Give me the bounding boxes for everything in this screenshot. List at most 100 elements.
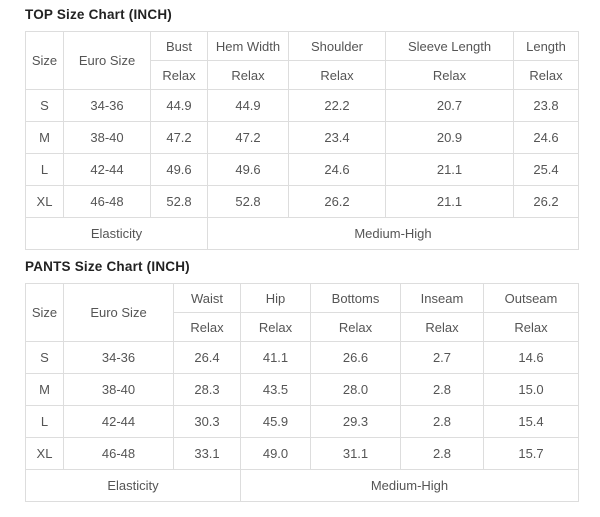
value-cell: 47.2: [207, 121, 289, 154]
value-cell: 49.0: [240, 437, 311, 470]
fit-type-cell: Relax: [385, 60, 514, 90]
pants-size-table: Size Euro Size Waist Hip Bottoms Inseam …: [25, 283, 579, 502]
fit-type-cell: Relax: [310, 312, 401, 342]
fit-type-cell: Relax: [288, 60, 386, 90]
header-row-fit: Relax Relax Relax Relax Relax: [26, 60, 579, 90]
size-cell: XL: [25, 437, 64, 470]
size-cell: L: [25, 153, 64, 186]
value-cell: 25.4: [513, 153, 579, 186]
value-cell: 52.8: [150, 185, 208, 218]
value-cell: 44.9: [150, 89, 208, 122]
euro-size-column-header: Euro Size: [63, 31, 151, 90]
elasticity-label-cell: Elasticity: [25, 217, 208, 250]
elasticity-row: Elasticity Medium-High: [25, 217, 579, 250]
size-column-header: Size: [25, 31, 64, 90]
value-cell: 33.1: [173, 437, 241, 470]
value-cell: 21.1: [385, 185, 514, 218]
pants-size-chart-section: PANTS Size Chart (INCH) Size Euro Size W…: [25, 259, 579, 502]
column-header-sleeve-length: Sleeve Length: [385, 31, 514, 61]
euro-size-cell: 46-48: [63, 437, 174, 470]
euro-size-cell: 38-40: [63, 373, 174, 406]
size-chart-page: TOP Size Chart (INCH) Size Euro Size Bus…: [25, 7, 579, 502]
value-cell: 2.8: [400, 405, 484, 438]
size-cell: XL: [25, 185, 64, 218]
table-row: L 42-44 49.6 49.6 24.6 21.1 25.4: [25, 153, 579, 186]
column-header-inseam: Inseam: [400, 283, 484, 313]
table-row: M 38-40 28.3 43.5 28.0 2.8 15.0: [25, 373, 579, 406]
value-cell: 23.8: [513, 89, 579, 122]
table-row: S 34-36 44.9 44.9 22.2 20.7 23.8: [25, 89, 579, 122]
value-cell: 28.3: [173, 373, 241, 406]
table-row: L 42-44 30.3 45.9 29.3 2.8 15.4: [25, 405, 579, 438]
value-cell: 15.0: [483, 373, 579, 406]
header-row-fit: Relax Relax Relax Relax Relax: [26, 312, 579, 342]
value-cell: 26.2: [288, 185, 386, 218]
value-cell: 28.0: [310, 373, 401, 406]
value-cell: 41.1: [240, 341, 311, 374]
size-cell: M: [25, 373, 64, 406]
size-column-header: Size: [25, 283, 64, 342]
value-cell: 14.6: [483, 341, 579, 374]
value-cell: 29.3: [310, 405, 401, 438]
value-cell: 49.6: [150, 153, 208, 186]
top-size-table: Size Euro Size Bust Hem Width Shoulder S…: [25, 31, 579, 250]
fit-type-cell: Relax: [207, 60, 289, 90]
value-cell: 47.2: [150, 121, 208, 154]
fit-type-cell: Relax: [173, 312, 241, 342]
value-cell: 20.9: [385, 121, 514, 154]
column-header-bust: Bust: [150, 31, 208, 61]
table-row: M 38-40 47.2 47.2 23.4 20.9 24.6: [25, 121, 579, 154]
column-header-length: Length: [513, 31, 579, 61]
fit-type-cell: Relax: [483, 312, 579, 342]
header-row-measures: Size Euro Size Waist Hip Bottoms Inseam …: [25, 283, 579, 342]
euro-size-cell: 42-44: [63, 153, 151, 186]
column-header-bottoms: Bottoms: [310, 283, 401, 313]
euro-size-cell: 34-36: [63, 341, 174, 374]
size-cell: M: [25, 121, 64, 154]
top-chart-title: TOP Size Chart (INCH): [25, 7, 172, 22]
size-cell: S: [25, 341, 64, 374]
value-cell: 2.8: [400, 437, 484, 470]
value-cell: 20.7: [385, 89, 514, 122]
value-cell: 22.2: [288, 89, 386, 122]
value-cell: 24.6: [513, 121, 579, 154]
value-cell: 30.3: [173, 405, 241, 438]
fit-type-cell: Relax: [400, 312, 484, 342]
header-row-measures: Size Euro Size Bust Hem Width Shoulder S…: [25, 31, 579, 90]
table-row: XL 46-48 33.1 49.0 31.1 2.8 15.7: [25, 437, 579, 470]
euro-size-cell: 38-40: [63, 121, 151, 154]
pants-chart-title: PANTS Size Chart (INCH): [25, 259, 190, 274]
elasticity-value-cell: Medium-High: [207, 217, 579, 250]
table-row: S 34-36 26.4 41.1 26.6 2.7 14.6: [25, 341, 579, 374]
euro-size-column-header: Euro Size: [63, 283, 174, 342]
value-cell: 15.7: [483, 437, 579, 470]
value-cell: 15.4: [483, 405, 579, 438]
value-cell: 31.1: [310, 437, 401, 470]
value-cell: 2.7: [400, 341, 484, 374]
value-cell: 49.6: [207, 153, 289, 186]
fit-type-cell: Relax: [240, 312, 311, 342]
value-cell: 2.8: [400, 373, 484, 406]
top-size-chart-section: TOP Size Chart (INCH) Size Euro Size Bus…: [25, 7, 579, 250]
column-header-shoulder: Shoulder: [288, 31, 386, 61]
euro-size-cell: 46-48: [63, 185, 151, 218]
table-row: XL 46-48 52.8 52.8 26.2 21.1 26.2: [25, 185, 579, 218]
value-cell: 23.4: [288, 121, 386, 154]
size-cell: S: [25, 89, 64, 122]
column-header-hip: Hip: [240, 283, 311, 313]
fit-type-cell: Relax: [150, 60, 208, 90]
elasticity-label-cell: Elasticity: [25, 469, 241, 502]
column-header-outseam: Outseam: [483, 283, 579, 313]
elasticity-row: Elasticity Medium-High: [25, 469, 579, 502]
value-cell: 45.9: [240, 405, 311, 438]
value-cell: 52.8: [207, 185, 289, 218]
fit-type-cell: Relax: [513, 60, 579, 90]
value-cell: 26.2: [513, 185, 579, 218]
value-cell: 44.9: [207, 89, 289, 122]
value-cell: 21.1: [385, 153, 514, 186]
column-header-waist: Waist: [173, 283, 241, 313]
value-cell: 26.6: [310, 341, 401, 374]
elasticity-value-cell: Medium-High: [240, 469, 579, 502]
size-cell: L: [25, 405, 64, 438]
euro-size-cell: 34-36: [63, 89, 151, 122]
